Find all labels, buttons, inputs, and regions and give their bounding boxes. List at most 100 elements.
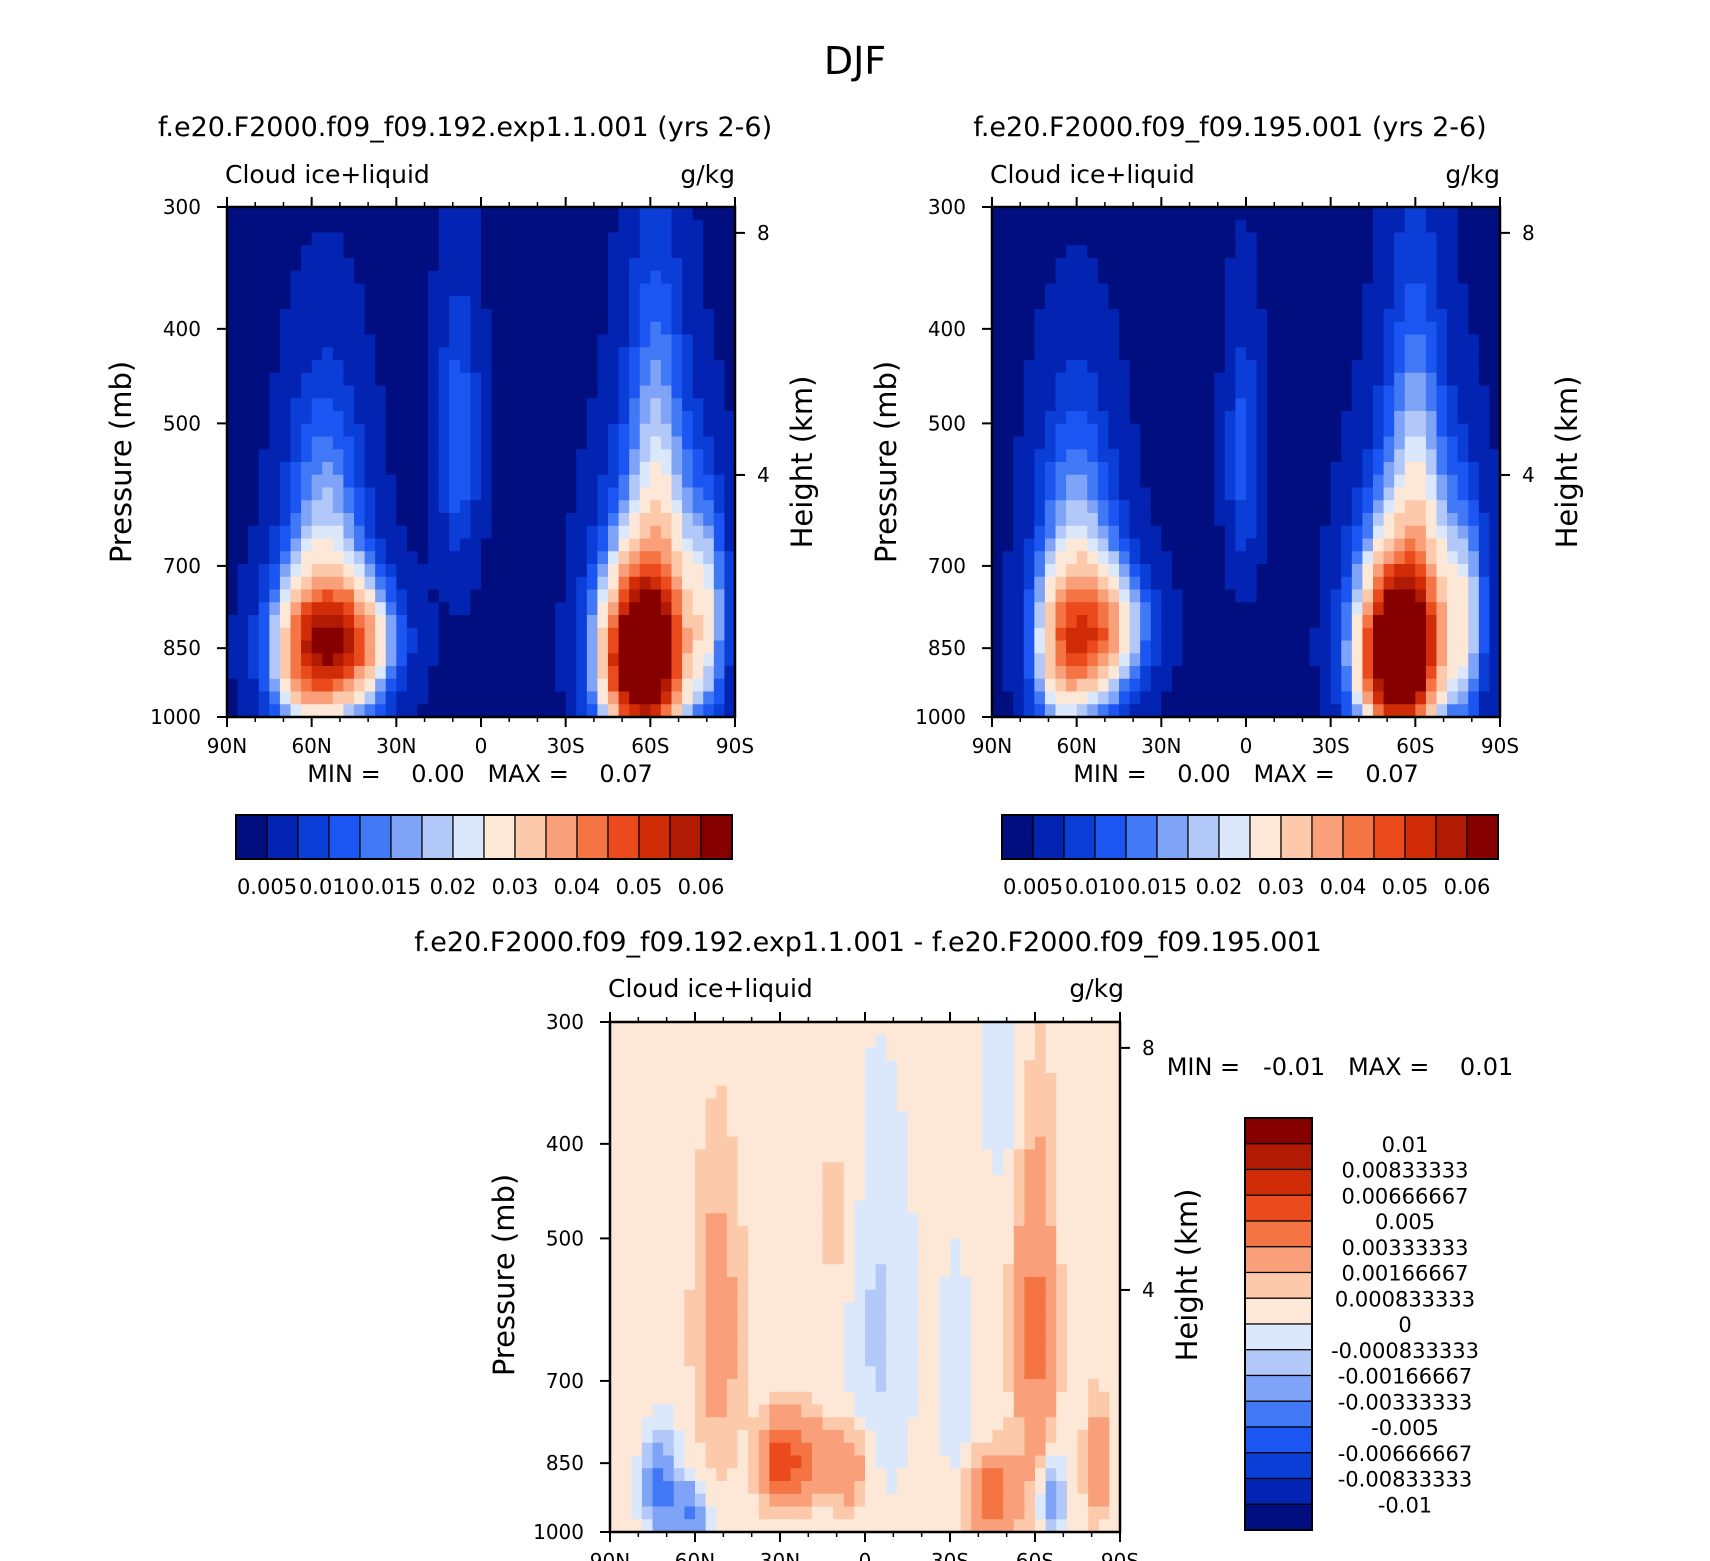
heatmap-cell xyxy=(544,309,556,323)
heatmap-cell xyxy=(1478,653,1491,667)
heatmap-cell xyxy=(1383,627,1395,642)
heatmap-cell xyxy=(491,487,503,501)
heatmap-cell xyxy=(375,372,387,387)
heatmap-cell xyxy=(1034,691,1046,705)
heatmap-cell xyxy=(1489,347,1501,361)
heatmap-cell xyxy=(1108,309,1120,323)
heatmap-cell xyxy=(1171,666,1184,680)
heatmap-cell xyxy=(1214,411,1226,425)
heatmap-cell xyxy=(1024,1213,1036,1227)
heatmap-cell xyxy=(650,589,662,603)
heatmap-cell xyxy=(1193,487,1205,501)
heatmap-cell xyxy=(269,219,281,234)
heatmap-cell xyxy=(1076,385,1088,399)
heatmap-cell xyxy=(1097,640,1110,654)
colorbar-swatch xyxy=(1032,814,1065,860)
heatmap-cell xyxy=(822,1226,834,1240)
heatmap-cell xyxy=(491,398,503,412)
heatmap-cell xyxy=(1235,270,1247,285)
heatmap-cell xyxy=(618,219,630,234)
heatmap-cell xyxy=(1288,551,1300,565)
heatmap-cell xyxy=(695,1162,707,1176)
colorbar-swatch xyxy=(1249,814,1282,860)
heatmap-cell xyxy=(311,691,323,705)
heatmap-cell xyxy=(1277,487,1289,501)
heatmap-cell xyxy=(248,678,260,693)
heatmap-cell xyxy=(1055,691,1067,705)
heatmap-cell xyxy=(1182,640,1194,654)
heatmap-cell xyxy=(258,321,270,336)
heatmap-cell xyxy=(641,1226,654,1240)
heatmap-cell xyxy=(843,1264,855,1278)
heatmap-cell xyxy=(1298,653,1311,667)
heatmap-cell xyxy=(1457,576,1469,591)
heatmap-cell xyxy=(586,411,599,425)
heatmap-cell xyxy=(385,283,397,297)
heatmap-cell xyxy=(1298,270,1311,285)
heatmap-cell xyxy=(523,513,535,527)
heatmap-cell xyxy=(652,1238,664,1253)
heatmap-cell xyxy=(1298,589,1311,603)
heatmap-cell xyxy=(639,538,651,552)
heatmap-cell xyxy=(1457,372,1469,387)
heatmap-cell xyxy=(533,538,546,552)
heatmap-cell xyxy=(417,576,429,591)
heatmap-cell xyxy=(620,1238,632,1253)
heatmap-cell xyxy=(1404,462,1416,476)
heatmap-cell xyxy=(597,207,609,221)
heatmap-cell xyxy=(1288,615,1300,629)
heatmap-cell xyxy=(629,627,641,642)
heatmap-cell xyxy=(610,1034,622,1049)
x-tick-label: 90N xyxy=(207,734,247,758)
heatmap-cell xyxy=(811,1213,824,1227)
heatmap-cell xyxy=(290,245,302,259)
heatmap-cell xyxy=(438,309,450,323)
heatmap-cell xyxy=(682,640,694,654)
heatmap-cell xyxy=(1076,462,1088,476)
heatmap-cell xyxy=(248,474,260,489)
heatmap-cell xyxy=(758,1238,770,1253)
heatmap-cell xyxy=(1489,653,1501,667)
heatmap-cell xyxy=(703,385,715,399)
heatmap-cell xyxy=(1077,1060,1089,1074)
heatmap-cell xyxy=(428,564,440,578)
heatmap-cell xyxy=(663,1060,675,1074)
heatmap-cell xyxy=(650,551,662,565)
heatmap-cell xyxy=(1447,589,1459,603)
heatmap-cell xyxy=(1171,436,1184,450)
heatmap-cell xyxy=(1002,283,1014,297)
heatmap-cell xyxy=(1066,1162,1079,1176)
heatmap-cell xyxy=(279,666,292,680)
heatmap-cell xyxy=(801,1213,813,1227)
heatmap-cell xyxy=(1119,678,1131,693)
heatmap-cell xyxy=(1002,487,1014,501)
heatmap-cell xyxy=(960,1213,972,1227)
heatmap-cell xyxy=(692,436,704,450)
heatmap-cell xyxy=(332,296,345,310)
heatmap-cell xyxy=(375,411,387,425)
heatmap-cell xyxy=(1129,219,1141,234)
heatmap-cell xyxy=(1119,462,1131,476)
heatmap-cell xyxy=(1320,449,1332,463)
heatmap-cell xyxy=(703,474,715,489)
heatmap-cell xyxy=(769,1162,781,1176)
heatmap-cell xyxy=(992,1162,1004,1176)
heatmap-cell xyxy=(375,360,387,374)
heatmap-cell xyxy=(618,487,630,501)
heatmap-cell xyxy=(1267,666,1279,680)
heatmap-cell xyxy=(875,1124,887,1138)
heatmap-cell xyxy=(449,347,461,361)
heatmap-cell xyxy=(1035,1111,1047,1125)
heatmap-cell xyxy=(652,1124,664,1138)
heatmap-cell xyxy=(724,500,736,514)
heatmap-cell xyxy=(1140,551,1152,565)
heatmap-cell xyxy=(586,219,599,234)
heatmap-cell xyxy=(438,207,450,221)
heatmap-cell xyxy=(1246,372,1258,387)
heatmap-cell xyxy=(918,1213,930,1227)
heatmap-cell xyxy=(928,1111,940,1125)
heatmap-cell xyxy=(822,1124,834,1138)
heatmap-cell xyxy=(417,321,429,336)
heatmap-cell xyxy=(491,691,503,705)
heatmap-cell xyxy=(618,207,630,221)
